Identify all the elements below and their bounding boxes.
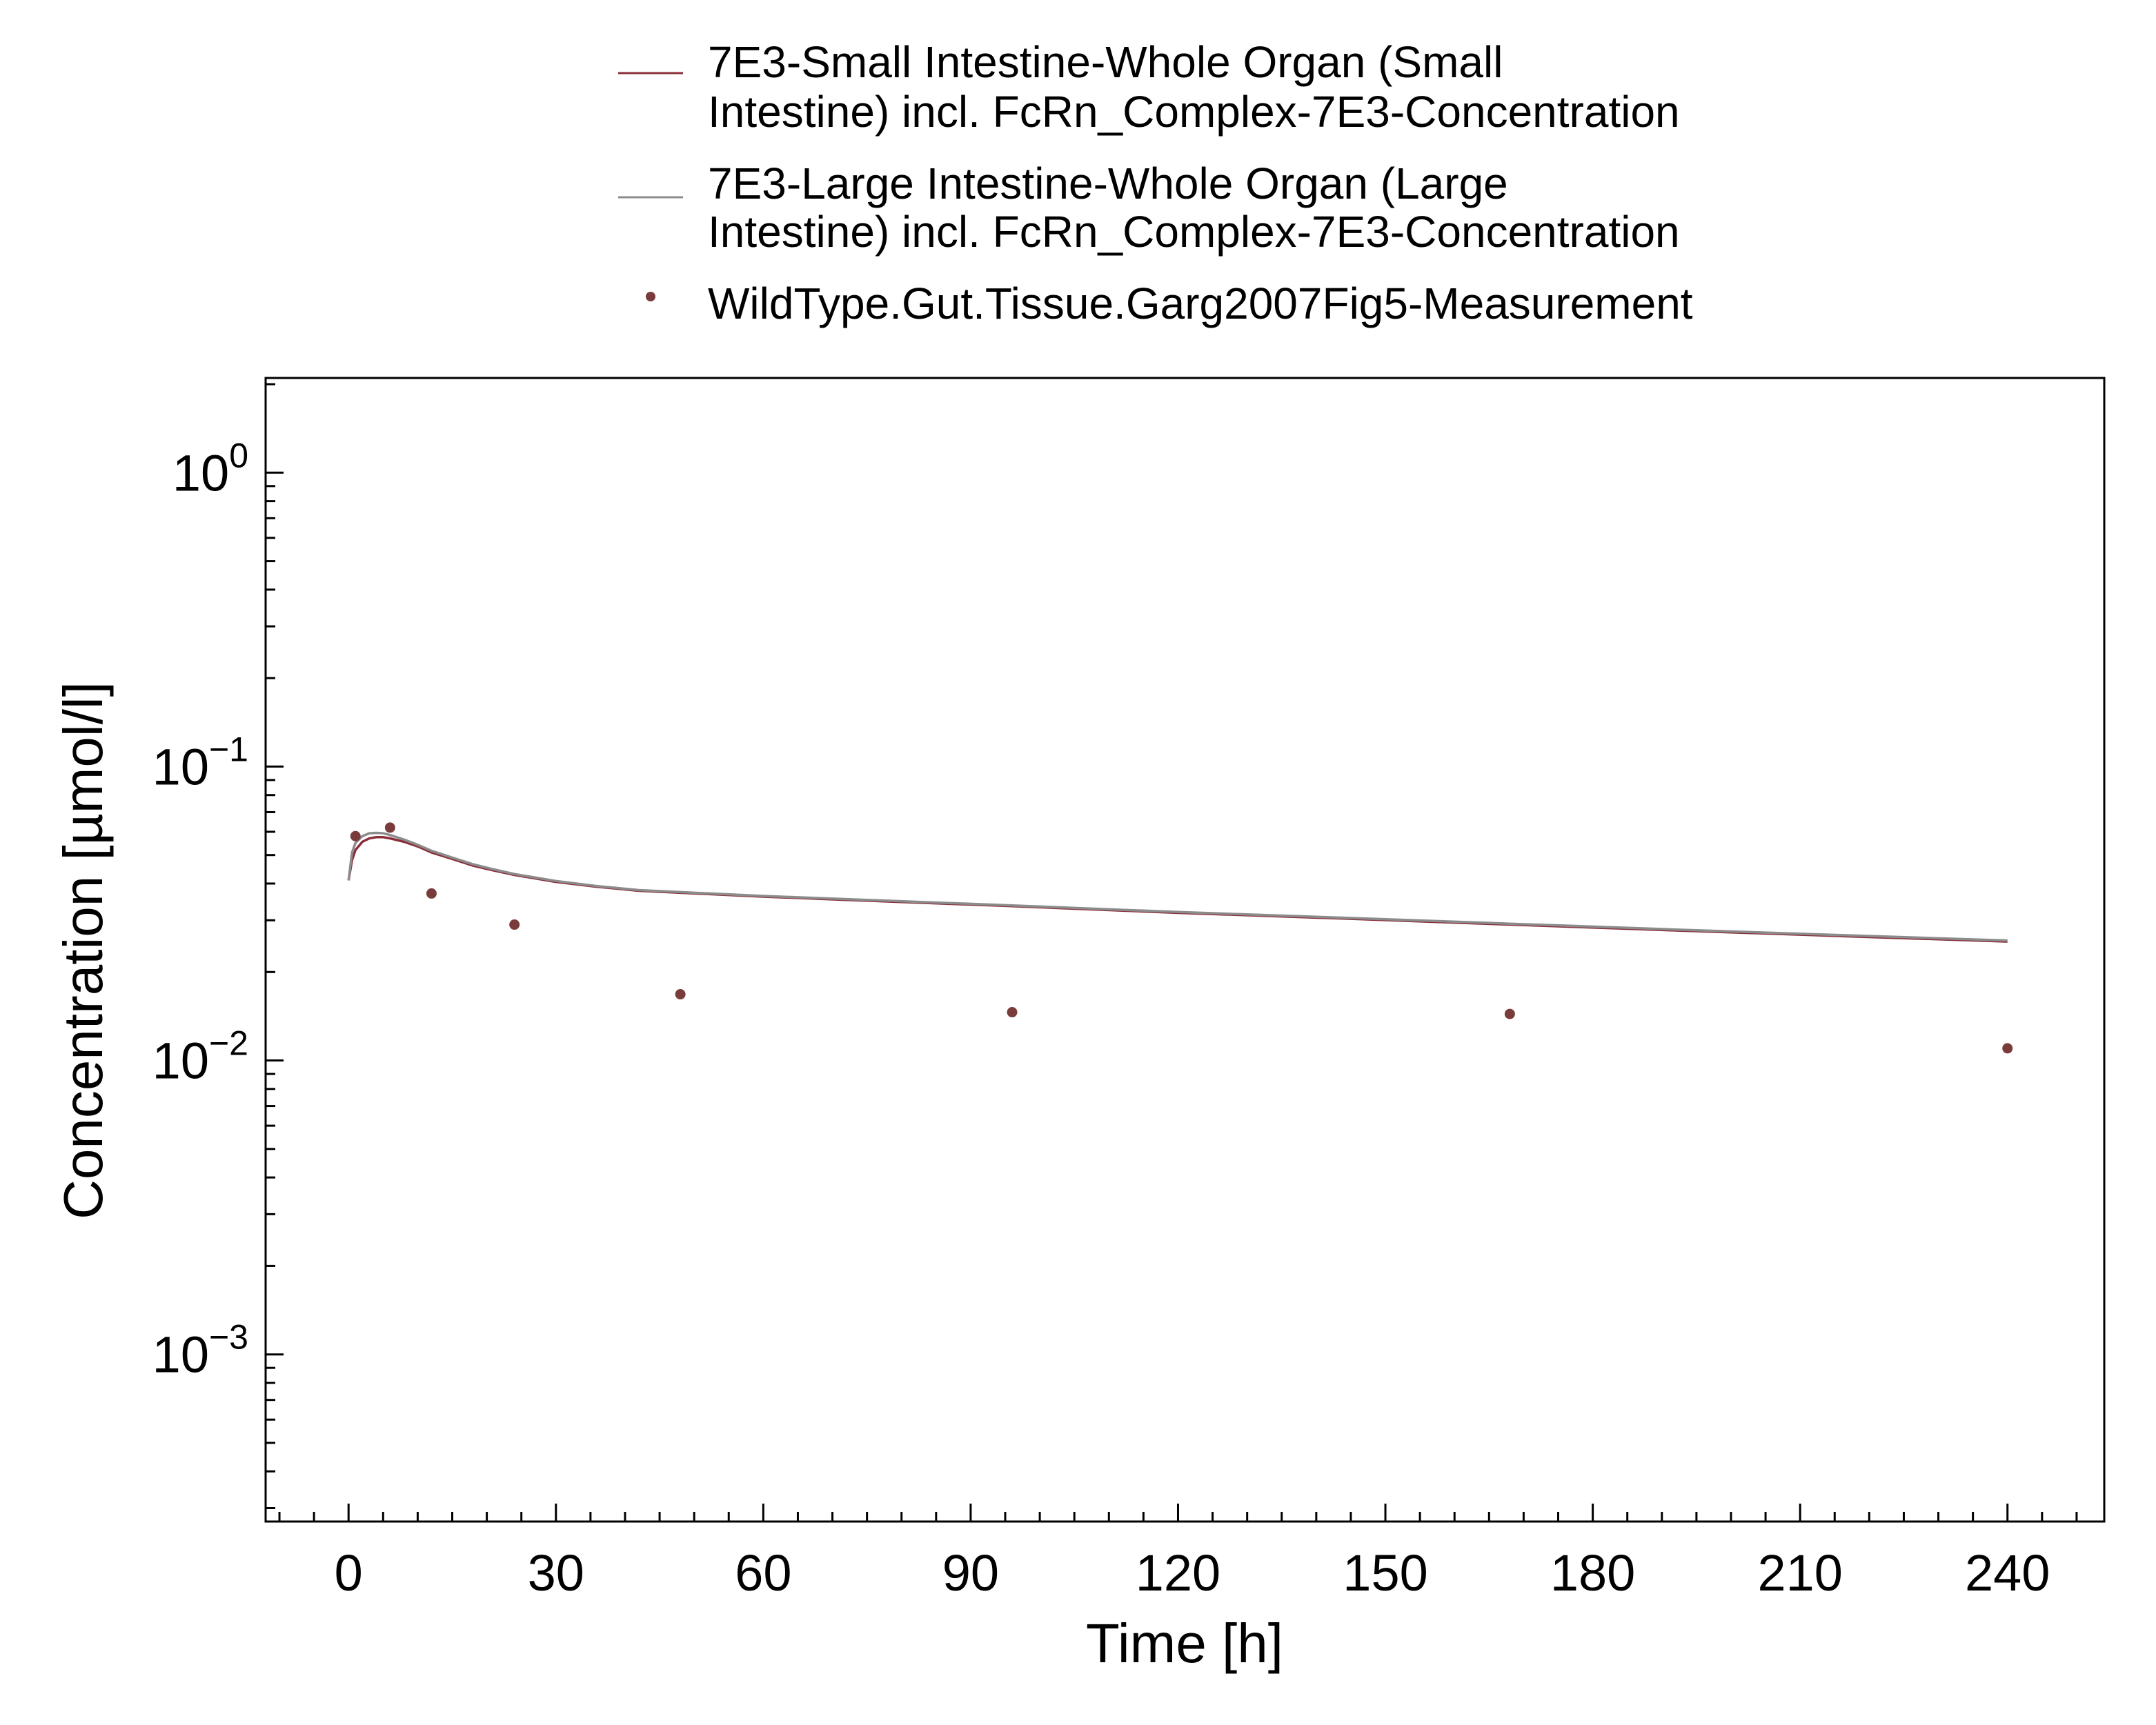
x-tick-label: 60 [735, 1544, 791, 1602]
measurement-point [1007, 1007, 1018, 1018]
x-tick-label: 120 [1136, 1544, 1220, 1602]
x-tick-label: 30 [528, 1544, 584, 1602]
legend-label-measurement: WildType.Gut.Tissue.Garg2007Fig5-Measure… [708, 279, 1693, 328]
measurement-point [2002, 1043, 2013, 1054]
y-axis: 100 10−1 10−2 10−3 [152, 383, 284, 1510]
x-tick-label: 240 [1965, 1544, 2050, 1602]
x-tick-label: 90 [942, 1544, 999, 1602]
measurement-point [426, 888, 437, 899]
plot-area-frame [264, 377, 2106, 1523]
legend: 7E3-Small Intestine-Whole Organ (Small I… [618, 37, 1693, 328]
measurement-point [1504, 1008, 1515, 1019]
legend-label-large-intestine-line2: Intestine) incl. FcRn_Complex-7E3-Concen… [708, 207, 1680, 257]
series-points [350, 822, 2013, 1054]
measurement-point [350, 830, 361, 841]
x-tick-label: 0 [335, 1544, 363, 1602]
y-tick-label: 10−1 [152, 730, 248, 795]
x-axis-title: Time [h] [1086, 1613, 1283, 1674]
x-tick-label: 180 [1550, 1544, 1635, 1602]
x-tick-label: 150 [1343, 1544, 1427, 1602]
series-line-1 [347, 831, 2008, 942]
y-tick-label: 10−2 [152, 1024, 248, 1090]
x-axis: 0 30 60 90 120 150 180 210 240 [278, 1504, 2078, 1602]
legend-swatch-measurement [646, 292, 655, 301]
measurement-point [384, 822, 395, 833]
legend-label-large-intestine-line1: 7E3-Large Intestine-Whole Organ (Large [708, 159, 1508, 208]
y-tick-label: 100 [172, 436, 248, 501]
series-line-0 [347, 836, 2008, 943]
series-lines [347, 831, 2008, 943]
x-tick-label: 210 [1757, 1544, 1842, 1602]
y-axis-title: Concentration [µmol/l] [52, 681, 114, 1219]
measurement-point [675, 989, 686, 1000]
y-tick-label: 10−3 [152, 1318, 248, 1384]
legend-label-small-intestine-line1: 7E3-Small Intestine-Whole Organ (Small [708, 37, 1503, 87]
legend-label-small-intestine-line2: Intestine) incl. FcRn_Complex-7E3-Concen… [708, 87, 1680, 137]
measurement-point [509, 919, 520, 930]
